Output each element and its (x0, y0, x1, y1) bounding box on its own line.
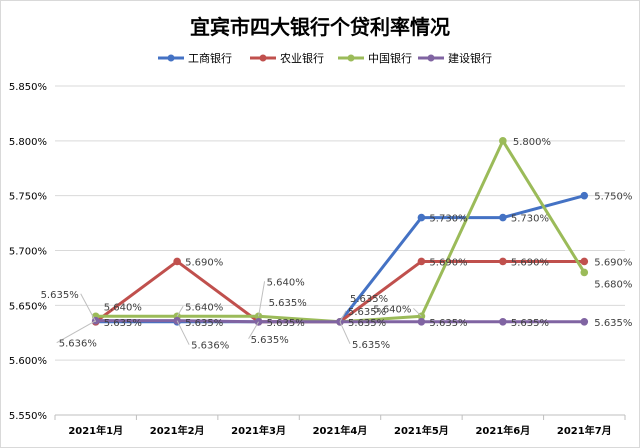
data-label: 5.730% (511, 214, 549, 225)
data-point (417, 213, 426, 222)
y-tick-label: 5.650% (9, 301, 47, 312)
data-label: 5.635% (350, 294, 388, 305)
data-point (580, 191, 589, 200)
y-tick-label: 5.600% (9, 356, 47, 367)
data-point (499, 317, 507, 326)
data-label: 5.635% (594, 318, 632, 329)
x-tick-label: 2021年2月 (150, 424, 205, 437)
label-leader-line (80, 293, 97, 323)
label-leader-line (176, 306, 184, 317)
y-tick-label: 5.750% (9, 192, 47, 203)
legend-label: 农业银行 (280, 51, 324, 65)
legend-swatch-marker (427, 54, 435, 62)
data-label: 5.690% (594, 257, 632, 268)
data-label: 5.635% (185, 318, 223, 329)
data-label: 5.640% (104, 302, 142, 313)
data-label: 5.680% (594, 279, 632, 290)
data-label: 5.635% (104, 318, 142, 329)
data-label: 5.635% (348, 318, 386, 329)
data-label: 5.635% (251, 335, 289, 346)
data-point (580, 268, 589, 277)
data-point (499, 257, 507, 266)
data-label: 5.635% (269, 298, 307, 309)
data-label: 5.635% (41, 290, 79, 301)
data-point (499, 213, 507, 222)
data-label: 5.640% (267, 277, 305, 288)
data-label: 5.690% (511, 257, 549, 268)
data-label: 5.635% (267, 318, 305, 329)
data-label: 5.635% (352, 340, 390, 351)
label-leader-line (56, 320, 96, 344)
legend: 工商银行 农业银行 中国银行 建设银行 (158, 51, 492, 65)
data-label: 5.690% (429, 257, 467, 268)
label-leader-line (339, 321, 351, 344)
y-tick-label: 5.700% (9, 247, 47, 258)
data-label: 5.636% (59, 339, 97, 350)
y-tick-label: 5.850% (9, 82, 47, 93)
label-leader-line (413, 307, 422, 317)
data-point (173, 257, 181, 266)
legend-swatch-marker (259, 54, 267, 62)
legend-swatch-marker (167, 54, 175, 62)
x-tick-label: 2021年1月 (68, 424, 123, 437)
data-point (417, 317, 426, 326)
data-labels: 5.635% 5.635% 5.635% 5.635%5.730% 5.730%5.75… (41, 137, 633, 352)
label-leader-line (248, 321, 260, 340)
y-tick-label: 5.800% (9, 137, 47, 148)
x-tick-label: 2021年5月 (394, 424, 449, 437)
data-label: 5.640% (373, 304, 411, 315)
label-leader-line (176, 320, 190, 345)
data-point (580, 257, 589, 266)
data-label: 5.730% (429, 214, 467, 225)
x-tick-label: 2021年4月 (313, 424, 368, 437)
legend-label: 工商银行 (188, 51, 232, 65)
data-label: 5.750% (594, 192, 632, 203)
data-point (499, 137, 507, 145)
label-leader-line (258, 281, 266, 317)
legend-label: 建设银行 (448, 51, 492, 65)
legend-label: 中国银行 (368, 51, 412, 65)
x-axis: 2021年1月 2021年2月 2021年3月 2021年4月 2021年5月 2021年… (54, 414, 626, 437)
data-label: 5.635% (511, 318, 549, 329)
label-leader-line (339, 310, 347, 323)
label-leader-lines (56, 281, 422, 345)
data-label: 5.690% (185, 257, 223, 268)
data-label: 5.636% (191, 341, 229, 352)
y-axis: 5.550% 5.600% 5.650% 5.700% 5.750% 5.800% 5.85… (9, 82, 47, 422)
legend-swatch-marker (347, 54, 355, 62)
data-label: 5.635% (429, 318, 467, 329)
x-tick-label: 2021年3月 (231, 424, 286, 437)
data-point (580, 317, 589, 326)
x-tick-label: 2021年6月 (475, 424, 530, 437)
data-label: 5.635% (348, 307, 386, 318)
chart-title: 宜宾市四大银行个贷利率情况 (190, 15, 450, 39)
data-label: 5.640% (185, 302, 223, 313)
data-point (417, 257, 426, 266)
data-label: 5.800% (513, 137, 551, 148)
y-tick-label: 5.550% (9, 411, 47, 422)
x-tick-label: 2021年7月 (557, 424, 612, 437)
